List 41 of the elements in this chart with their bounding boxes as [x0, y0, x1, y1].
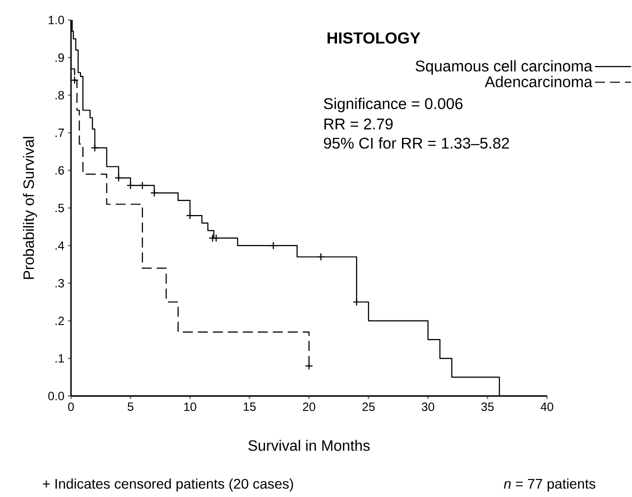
x-tick-label: 35 — [481, 402, 494, 412]
point — [114, 174, 123, 182]
y-tick-label: .7 — [56, 128, 64, 137]
x-tick-label: 15 — [244, 402, 256, 411]
annotation: 95% CI for RR = 1.33–5.82 — [324, 137, 509, 149]
annotation: RR = 2.79 — [324, 118, 393, 130]
x-tick-label: 30 — [422, 402, 434, 412]
legend-label: Squamous cell carcinoma — [416, 60, 592, 75]
text: + Indicates censored patients (20 cases) — [42, 478, 294, 492]
point — [316, 252, 325, 261]
y-tick-label: .3 — [56, 278, 64, 288]
y-tick-label: .4 — [56, 241, 64, 250]
text: HISTOLOGY — [328, 32, 420, 44]
point — [70, 76, 79, 84]
y-tick-label: .1 — [56, 354, 64, 363]
point — [212, 234, 220, 242]
x-tick-label: 40 — [540, 402, 554, 412]
y-tick-label: .2 — [56, 316, 64, 325]
point — [90, 144, 99, 152]
point — [186, 211, 194, 220]
x-tick-label: 0 — [68, 402, 74, 412]
y-tick-label: .5 — [56, 204, 64, 212]
point — [150, 188, 158, 198]
y-tick-label: 0.0 — [48, 392, 64, 400]
point — [304, 362, 314, 370]
x-axis-title: Survival in Months — [248, 440, 370, 451]
x-tick-label: 25 — [362, 402, 375, 412]
text: n = 77 patients — [504, 478, 596, 492]
point — [126, 181, 135, 190]
annotation: Significance = 0.006 — [324, 98, 463, 112]
x-tick-label: 20 — [302, 402, 316, 412]
y-axis-title: Probability of Survival — [22, 136, 37, 279]
x-tick-label: 10 — [184, 402, 196, 412]
point — [269, 242, 278, 250]
legend-label: Adencarcinoma — [484, 76, 592, 88]
y-tick-label: .8 — [56, 90, 64, 100]
y-tick-label: 1.0 — [48, 16, 64, 24]
x-tick-label: 5 — [128, 402, 134, 411]
y-tick-label: .6 — [56, 166, 64, 175]
y-tick-label: .9 — [56, 53, 64, 62]
point — [138, 181, 146, 190]
